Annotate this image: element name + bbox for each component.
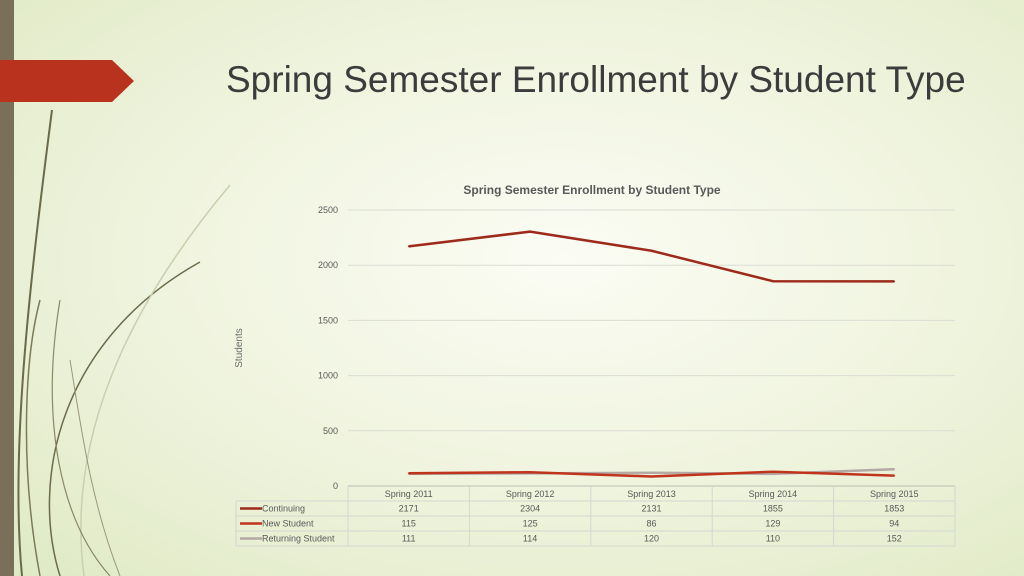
legend-entry: New Student [262,519,314,529]
decorative-grass-lines [17,109,231,576]
y-tick-label: 0 [333,481,338,491]
y-tick-label: 2000 [318,260,338,270]
data-point [893,474,896,477]
data-point [529,471,531,474]
data-label: 115 [402,519,416,529]
data-label: 1853 [884,504,904,514]
data-label: 1855 [763,504,783,514]
data-label: 120 [644,534,659,544]
data-point [893,280,896,283]
y-tick-label: 2500 [318,205,338,215]
y-tick-label: 1500 [318,315,338,325]
left-accent-bar [0,0,14,576]
data-label: 94 [889,519,899,529]
data-point [407,245,410,248]
data-label: 86 [646,519,656,529]
data-point [407,472,410,475]
x-tick-label: Spring 2014 [749,489,798,499]
slide-title: Spring Semester Enrollment by Student Ty… [226,59,966,100]
title-accent-arrow-icon [0,60,134,102]
data-point [650,475,653,478]
data-label: 125 [523,519,538,529]
x-tick-label: Spring 2011 [385,489,433,499]
legend-entry: Continuing [262,504,305,514]
series-lines [407,230,896,478]
y-tick-label: 1000 [318,371,338,381]
data-point [650,471,653,474]
data-point [772,280,774,283]
data-label: 114 [523,534,537,544]
data-point [529,230,531,233]
data-label: 110 [766,534,780,544]
x-tick-label: Spring 2012 [506,489,555,499]
y-tick-labels: 0 500 1000 1500 2000 2500 [318,205,338,491]
y-tick-label: 500 [323,426,338,436]
data-table: Spring 2011 Spring 2012 Spring 2013 Spring … [235,485,956,547]
data-label: 2131 [641,504,661,514]
data-label: 2304 [520,504,540,514]
x-tick-label: Spring 2013 [627,489,676,499]
data-point [772,473,774,475]
data-label: 152 [887,534,902,544]
chart-title: Spring Semester Enrollment by Student Ty… [463,183,720,197]
y-axis-label: Students [234,328,245,367]
series-line [408,230,895,283]
x-tick-label: Spring 2015 [870,489,919,499]
data-label: 2171 [399,504,419,514]
data-point [650,249,653,252]
data-label: 129 [765,519,780,529]
data-point [893,468,896,471]
legend-entry: Returning Student [262,534,335,544]
data-label: 111 [402,534,416,544]
data-point [772,470,774,473]
